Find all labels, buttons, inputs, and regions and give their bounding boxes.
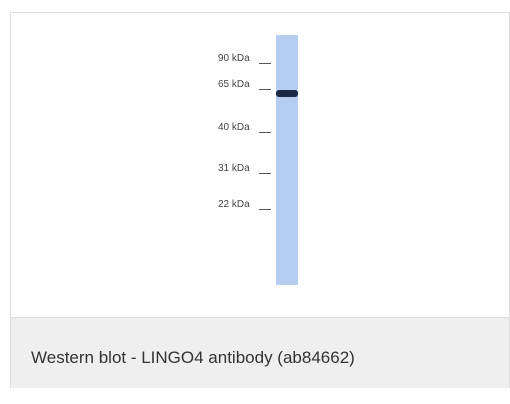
lane (276, 35, 298, 285)
marker-label: 31 kDa (218, 163, 250, 174)
marker-label: 40 kDa (218, 122, 250, 133)
marker-label: 90 kDa (218, 53, 250, 64)
figure-card: 90 kDa 65 kDa 40 kDa 31 kDa 22 kDa Western b… (10, 12, 510, 388)
marker-tick (259, 132, 271, 133)
marker-tick (259, 173, 271, 174)
marker-label: 22 kDa (218, 199, 250, 210)
marker-tick (259, 89, 271, 90)
marker-tick (259, 209, 271, 210)
band (276, 90, 298, 97)
marker-tick (259, 63, 271, 64)
page: 90 kDa 65 kDa 40 kDa 31 kDa 22 kDa Western b… (0, 0, 510, 404)
caption-bar: Western blot - LINGO4 antibody (ab84662) (11, 317, 509, 388)
marker-label: 65 kDa (218, 79, 250, 90)
blot-image: 90 kDa 65 kDa 40 kDa 31 kDa 22 kDa (11, 13, 509, 317)
caption: Western blot - LINGO4 antibody (ab84662) (31, 348, 355, 368)
